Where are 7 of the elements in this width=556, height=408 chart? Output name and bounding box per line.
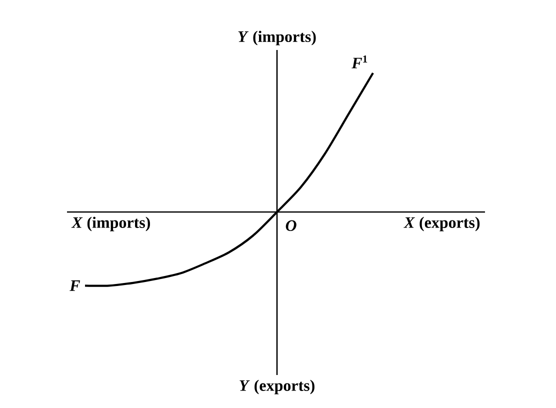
- text: Y (exports): [240, 380, 314, 394]
- annotation: X (imports): [71, 216, 150, 232]
- x-axis-title: X (exports): [404, 216, 480, 232]
- text: F$^{1}$: [352, 55, 368, 68]
- annotation: F: [70, 280, 80, 291]
- annotation: O: [286, 220, 296, 232]
- y-axis-title: Y (imports): [238, 30, 316, 46]
